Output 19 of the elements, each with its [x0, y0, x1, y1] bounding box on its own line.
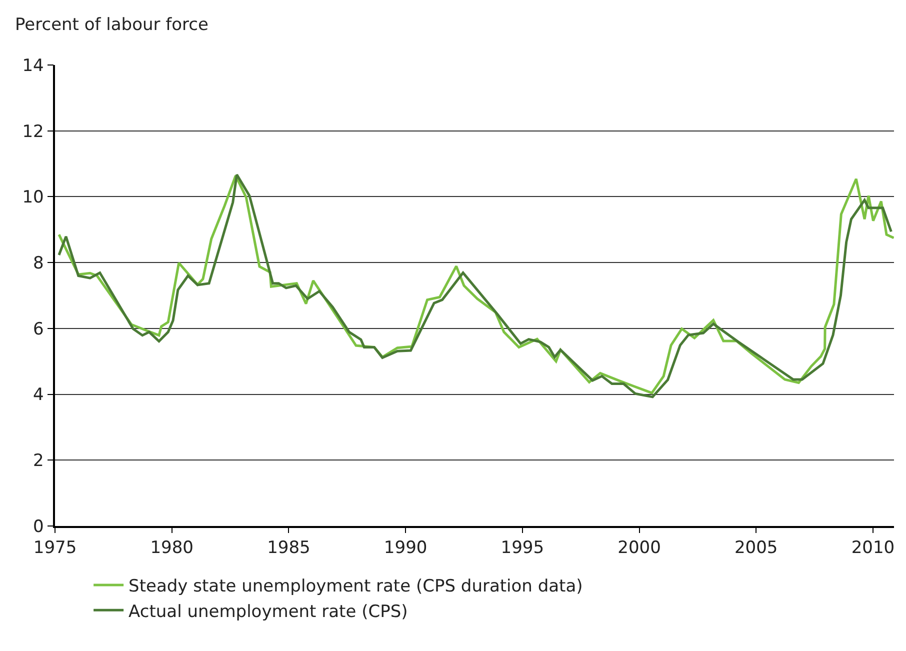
- y-tick-label: 10: [22, 188, 44, 208]
- x-tick-label: 1975: [33, 538, 77, 558]
- y-tick-label: 2: [33, 451, 44, 472]
- y-tick-label: 0: [33, 516, 44, 537]
- x-tick-label: 1980: [150, 538, 194, 558]
- y-tick-label: 6: [33, 319, 44, 340]
- legend-label: Steady state unemployment rate (CPS duration data): [128, 576, 583, 597]
- y-tick-label: 8: [33, 254, 44, 274]
- legend-label: Actual unemployment rate (CPS): [128, 602, 408, 622]
- x-tick-label: 2005: [734, 538, 778, 558]
- x-tick-label: 1990: [384, 538, 428, 558]
- x-tick-label: 2010: [851, 538, 895, 558]
- x-tick-label: 1995: [500, 538, 544, 558]
- y-axis-title: Percent of labour force: [15, 15, 208, 35]
- y-tick-label: 14: [22, 56, 44, 76]
- y-tick-label: 4: [33, 385, 44, 406]
- y-tick-label: 12: [22, 122, 44, 142]
- x-tick-label: 2000: [618, 538, 661, 558]
- x-tick-label: 1985: [267, 538, 310, 558]
